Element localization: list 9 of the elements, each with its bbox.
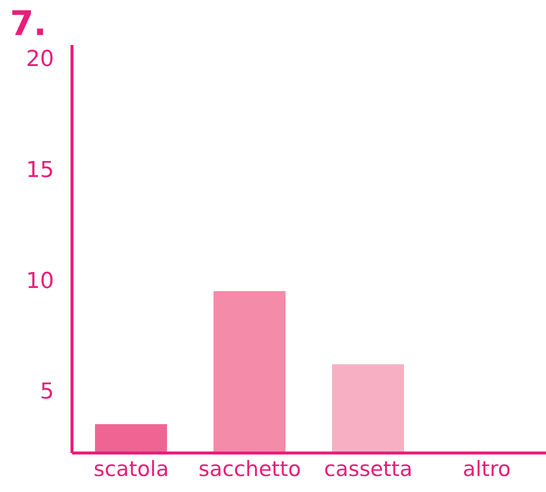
y-tick-label: 5 [40,380,54,405]
y-tick-label: 10 [26,268,54,294]
y-tick-label: 15 [26,158,54,183]
y-tick-label: 20 [26,47,54,72]
x-tick-label: cassetta [324,456,413,481]
x-tick-label: sacchetto [198,456,301,481]
x-tick-label: scatola [94,456,169,481]
chart-title: 7. [10,4,47,44]
x-tick-label: altro [462,456,511,481]
